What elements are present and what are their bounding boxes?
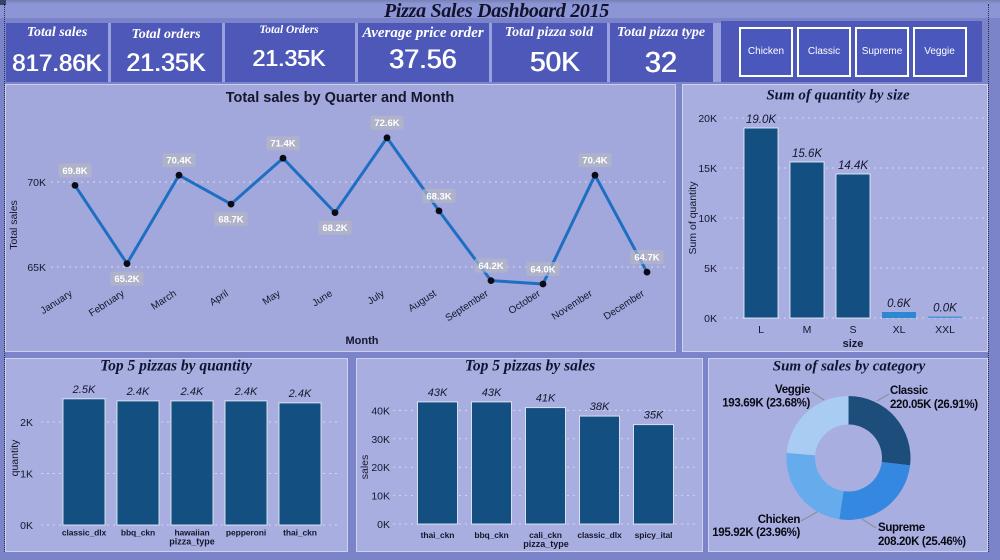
- svg-text:August: August: [407, 288, 439, 314]
- svg-text:Top 5 pizzas by quantity: Top 5 pizzas by quantity: [100, 358, 252, 375]
- svg-text:0.0K: 0.0K: [933, 303, 958, 315]
- svg-text:0K: 0K: [377, 519, 390, 531]
- svg-text:64.0K: 64.0K: [530, 264, 555, 275]
- svg-text:195.92K (23.96%): 195.92K (23.96%): [712, 527, 800, 539]
- svg-text:bbq_ckn: bbq_ckn: [474, 530, 508, 540]
- svg-text:classic_dlx: classic_dlx: [62, 528, 107, 538]
- svg-text:20K: 20K: [698, 113, 717, 125]
- svg-text:69.8K: 69.8K: [62, 166, 87, 177]
- svg-text:Sum of quantity by size: Sum of quantity by size: [766, 88, 910, 104]
- svg-text:February: February: [87, 288, 127, 319]
- svg-text:65.2K: 65.2K: [114, 274, 139, 285]
- svg-text:September: September: [444, 288, 492, 324]
- svg-text:spicy_ital: spicy_ital: [635, 530, 673, 540]
- svg-text:64.2K: 64.2K: [478, 261, 503, 272]
- svg-text:2.4K: 2.4K: [126, 386, 150, 398]
- svg-text:thai_ckn: thai_ckn: [283, 528, 317, 538]
- svg-text:40K: 40K: [371, 405, 390, 417]
- svg-text:19.0K: 19.0K: [746, 114, 777, 126]
- svg-text:classic_dlx: classic_dlx: [577, 530, 622, 540]
- svg-text:5K: 5K: [704, 263, 717, 275]
- svg-text:68.2K: 68.2K: [322, 223, 347, 234]
- svg-text:December: December: [602, 288, 647, 323]
- svg-text:64.7K: 64.7K: [634, 253, 659, 264]
- svg-text:68.7K: 68.7K: [218, 215, 243, 226]
- svg-text:72.6K: 72.6K: [374, 118, 399, 129]
- svg-text:70K: 70K: [27, 177, 46, 189]
- svg-text:L: L: [758, 324, 764, 336]
- svg-text:15.6K: 15.6K: [792, 148, 823, 160]
- svg-text:43K: 43K: [482, 387, 502, 399]
- svg-text:sales: sales: [359, 455, 371, 480]
- svg-text:Top 5 pizzas by sales: Top 5 pizzas by sales: [465, 358, 595, 375]
- svg-text:193.69K (23.68%): 193.69K (23.68%): [722, 398, 810, 410]
- svg-text:Veggie: Veggie: [775, 384, 810, 396]
- svg-text:41K: 41K: [536, 393, 556, 405]
- svg-text:65K: 65K: [27, 262, 46, 274]
- svg-text:30K: 30K: [371, 434, 390, 446]
- svg-text:0.6K: 0.6K: [887, 298, 912, 310]
- svg-text:15K: 15K: [698, 163, 717, 175]
- svg-text:68.3K: 68.3K: [426, 191, 451, 202]
- svg-text:208.20K (25.46%): 208.20K (25.46%): [878, 536, 966, 548]
- svg-text:10K: 10K: [371, 491, 390, 503]
- svg-text:April: April: [208, 288, 231, 308]
- svg-text:May: May: [261, 288, 283, 308]
- svg-text:Sum of sales by category: Sum of sales by category: [773, 359, 926, 375]
- svg-text:XXL: XXL: [935, 324, 955, 336]
- svg-text:October: October: [507, 288, 543, 317]
- svg-text:Classic: Classic: [890, 385, 929, 397]
- svg-text:bbq_ckn: bbq_ckn: [121, 528, 155, 538]
- svg-text:0K: 0K: [20, 520, 33, 532]
- svg-text:2.4K: 2.4K: [234, 386, 258, 398]
- svg-text:hawaiian: hawaiian: [174, 528, 209, 538]
- svg-text:Month: Month: [346, 335, 379, 347]
- svg-text:Chicken: Chicken: [758, 514, 801, 526]
- svg-text:XL: XL: [893, 324, 906, 336]
- svg-text:70.4K: 70.4K: [582, 156, 607, 167]
- svg-text:January: January: [39, 288, 75, 317]
- svg-text:0K: 0K: [704, 313, 717, 325]
- svg-text:Total sales by Quarter and Mon: Total sales by Quarter and Month: [226, 90, 455, 106]
- svg-text:June: June: [310, 288, 335, 309]
- svg-text:Sum of quantity: Sum of quantity: [687, 181, 699, 255]
- svg-text:March: March: [149, 288, 178, 312]
- svg-text:size: size: [843, 338, 864, 350]
- svg-text:2K: 2K: [20, 417, 33, 429]
- svg-text:July: July: [366, 288, 387, 307]
- svg-text:38K: 38K: [590, 401, 610, 413]
- svg-text:quantity: quantity: [9, 439, 21, 477]
- svg-text:14.4K: 14.4K: [838, 160, 869, 172]
- svg-text:1K: 1K: [20, 469, 33, 481]
- svg-text:November: November: [550, 288, 595, 323]
- svg-text:35K: 35K: [644, 410, 664, 422]
- svg-text:2.4K: 2.4K: [288, 388, 312, 400]
- svg-text:70.4K: 70.4K: [166, 156, 191, 167]
- svg-text:pizza_type: pizza_type: [169, 537, 215, 547]
- svg-text:43K: 43K: [428, 387, 448, 399]
- svg-text:71.4K: 71.4K: [270, 139, 295, 150]
- svg-text:Total sales: Total sales: [8, 200, 20, 250]
- svg-text:10K: 10K: [698, 213, 717, 225]
- svg-text:M: M: [803, 324, 812, 336]
- svg-text:220.05K (26.91%): 220.05K (26.91%): [890, 399, 978, 411]
- svg-text:pepperoni: pepperoni: [226, 528, 266, 538]
- svg-text:cali_ckn: cali_ckn: [529, 530, 562, 540]
- svg-text:20K: 20K: [371, 462, 390, 474]
- svg-text:2.5K: 2.5K: [72, 384, 96, 396]
- svg-text:Supreme: Supreme: [878, 522, 925, 534]
- svg-text:2.4K: 2.4K: [180, 386, 204, 398]
- svg-text:S: S: [849, 324, 856, 336]
- svg-text:thai_ckn: thai_ckn: [421, 530, 455, 540]
- svg-text:pizza_type: pizza_type: [523, 539, 569, 549]
